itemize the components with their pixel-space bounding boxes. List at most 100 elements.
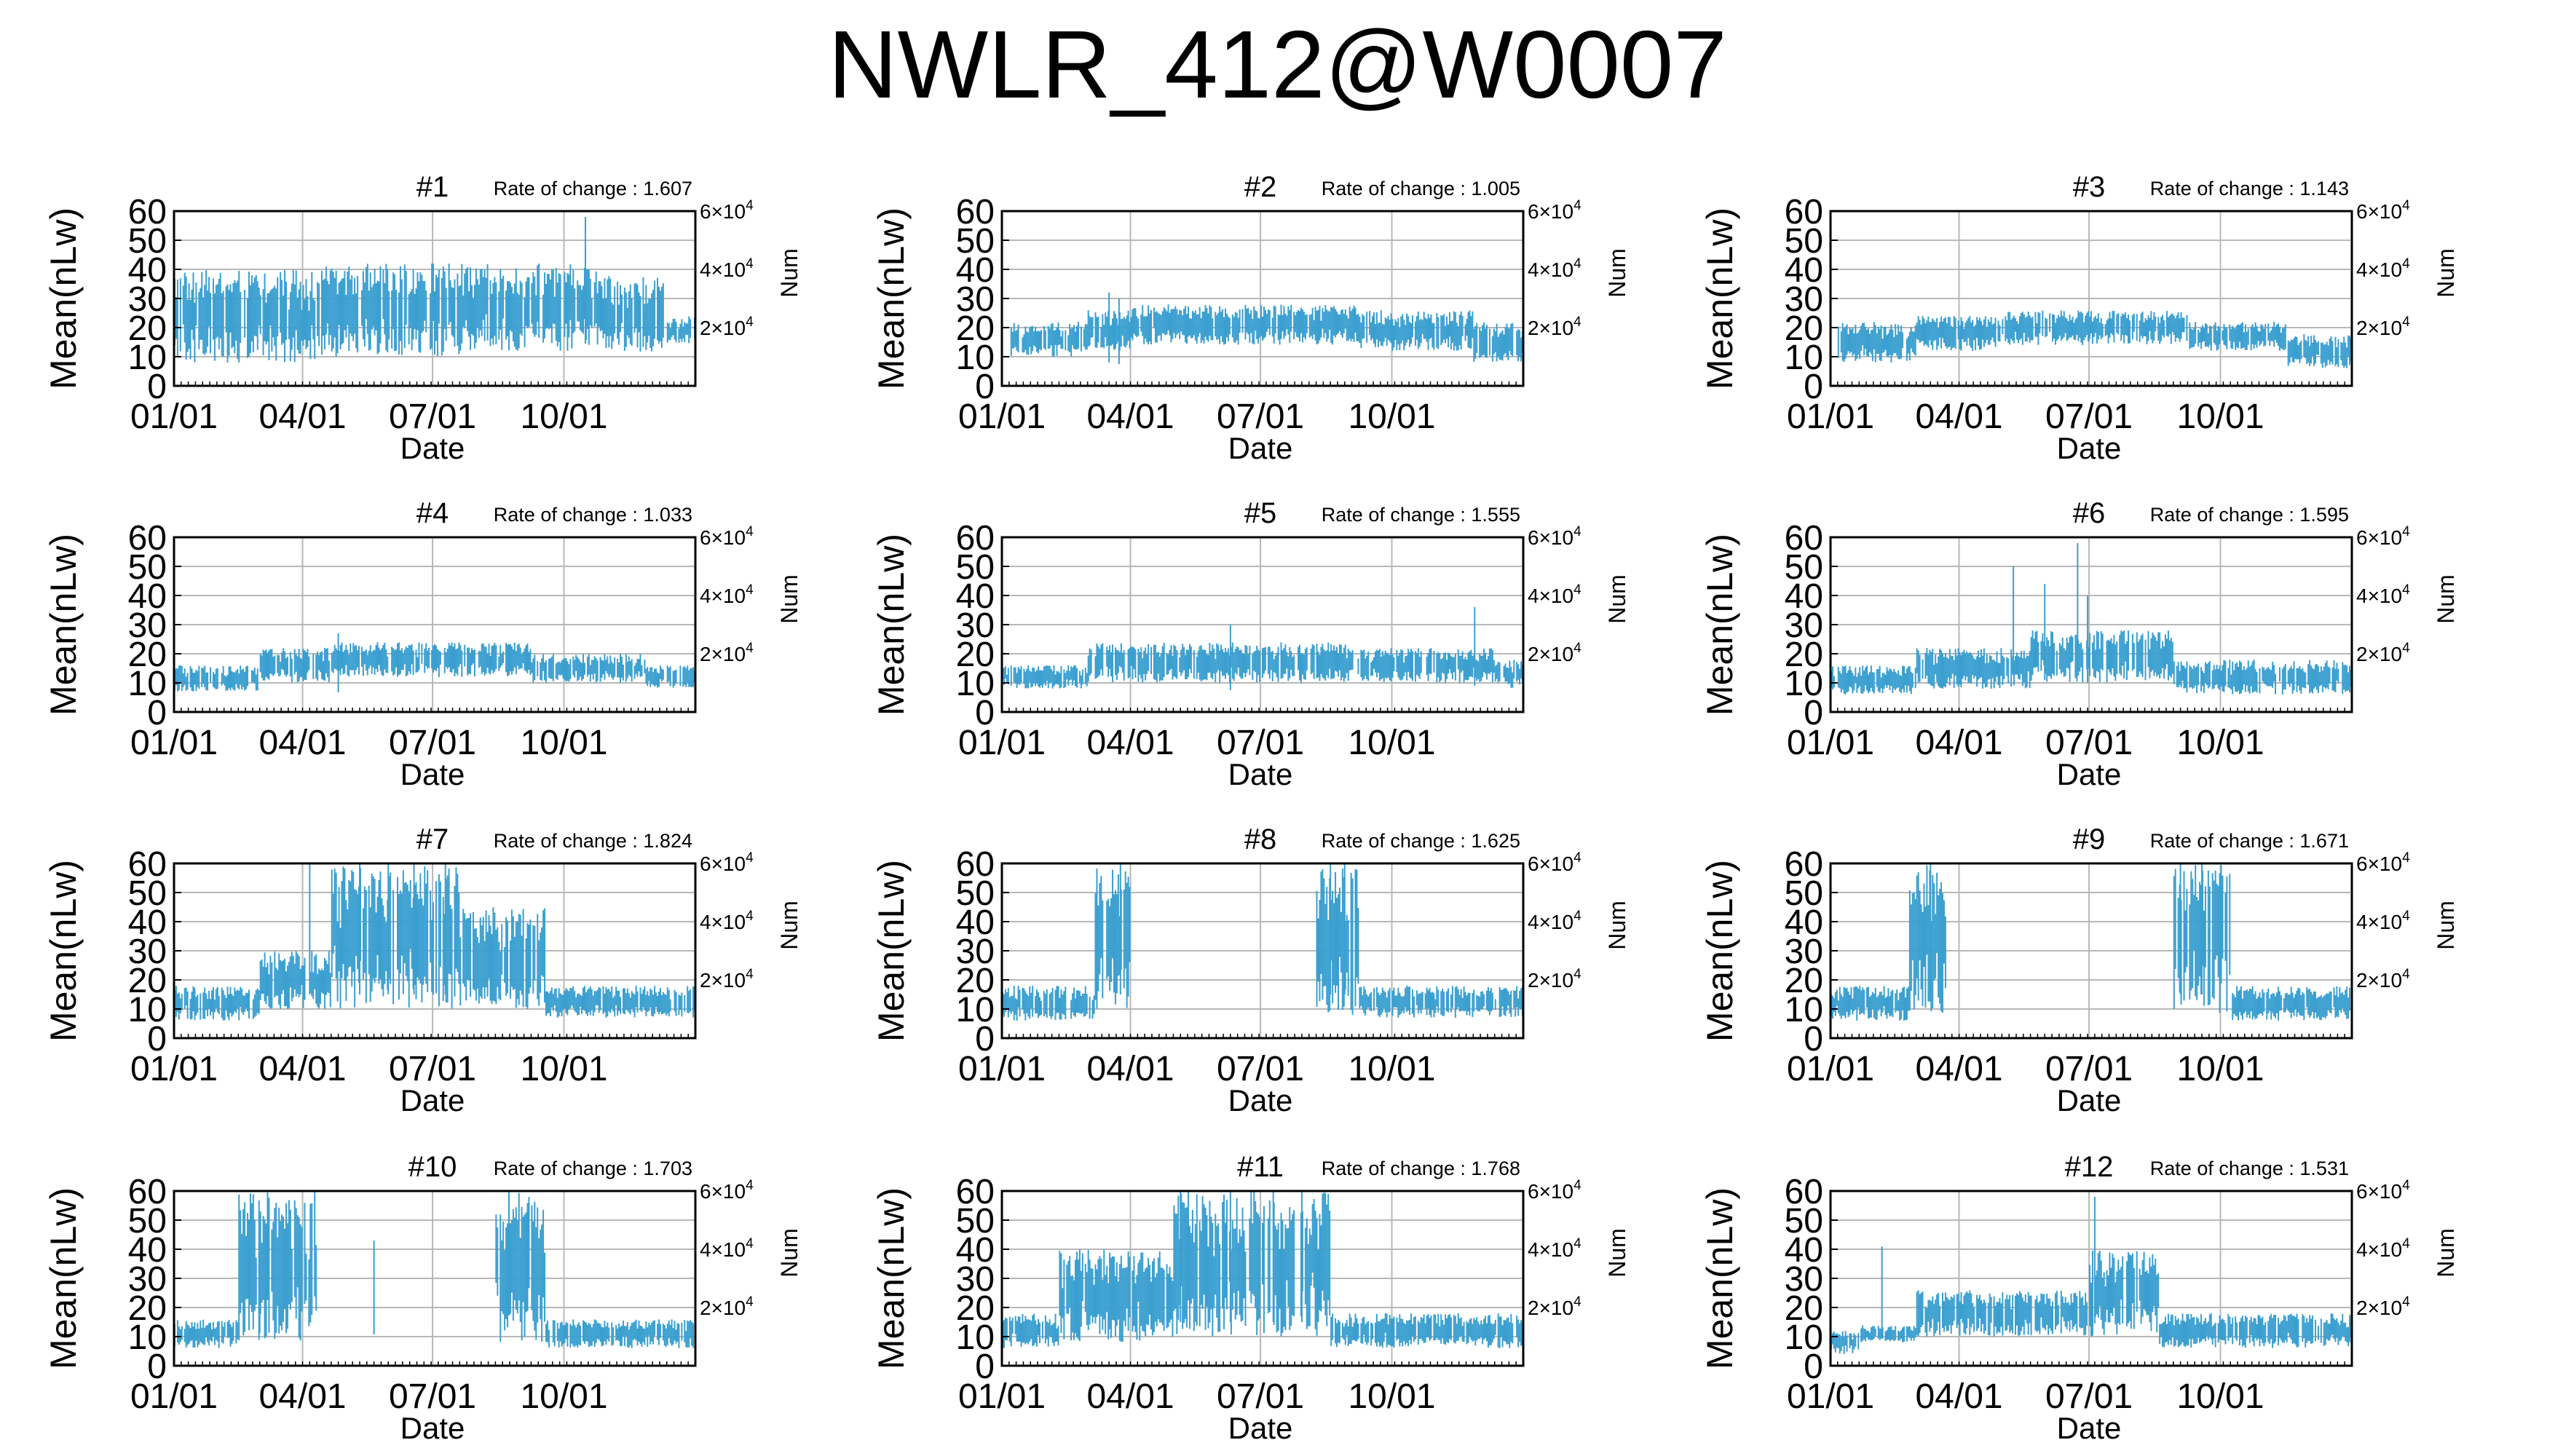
y2-tick-label: 4×104 bbox=[700, 582, 754, 607]
y2-tick-label: 4×104 bbox=[2356, 256, 2410, 281]
x-tick-label: 07/01 bbox=[389, 724, 476, 762]
x-tick-label: 01/01 bbox=[130, 397, 218, 436]
x-tick-label: 10/01 bbox=[1348, 1377, 1435, 1416]
y-tick-label: 20 bbox=[956, 1289, 995, 1328]
y2-tick-label: 2×104 bbox=[2356, 967, 2410, 992]
series-bars bbox=[1001, 1191, 1524, 1348]
y-tick-label: 50 bbox=[1785, 548, 1823, 587]
panel-title: #5 bbox=[1244, 497, 1277, 529]
y-tick-label: 60 bbox=[956, 1173, 995, 1211]
y-tick-label: 50 bbox=[128, 222, 167, 261]
x-tick-label: 07/01 bbox=[2045, 724, 2133, 762]
x-tick-label: 07/01 bbox=[1217, 1377, 1304, 1416]
panel-title: #9 bbox=[2073, 823, 2106, 855]
panel-title: #8 bbox=[1244, 823, 1277, 855]
y-tick-label: 20 bbox=[1785, 636, 1823, 674]
x-tick-label: 04/01 bbox=[1915, 397, 2002, 436]
y-tick-label: 0 bbox=[975, 1348, 995, 1386]
x-tick-label: 04/01 bbox=[1086, 397, 1174, 436]
y2-axis-label: Num bbox=[2433, 901, 2459, 950]
y2-tick-label: 4×104 bbox=[1528, 1236, 1581, 1261]
x-tick-label: 04/01 bbox=[258, 1050, 346, 1088]
x-tick-label: 01/01 bbox=[1787, 397, 1874, 436]
y-tick-label: 0 bbox=[147, 1348, 167, 1386]
y2-axis-label: Num bbox=[776, 901, 802, 950]
y-tick-label: 30 bbox=[128, 933, 167, 971]
x-tick-label: 04/01 bbox=[1086, 724, 1174, 762]
x-tick-label: 07/01 bbox=[389, 1377, 476, 1416]
y-tick-label: 40 bbox=[1785, 903, 1823, 942]
y-tick-label: 0 bbox=[1804, 1020, 1823, 1059]
y2-tick-label: 6×104 bbox=[1528, 524, 1581, 549]
y-tick-label: 10 bbox=[128, 991, 167, 1029]
x-tick-label: 07/01 bbox=[1217, 1050, 1304, 1088]
x-tick-label: 07/01 bbox=[2045, 1377, 2133, 1416]
y-tick-label: 50 bbox=[956, 222, 995, 261]
y2-axis-label: Num bbox=[2433, 248, 2459, 298]
y-tick-label: 60 bbox=[128, 845, 167, 884]
y-tick-label: 40 bbox=[128, 251, 167, 290]
y2-tick-label: 2×104 bbox=[1528, 314, 1581, 339]
series-bars bbox=[1837, 310, 2353, 368]
y-tick-label: 20 bbox=[956, 636, 995, 674]
y-tick-label: 20 bbox=[1785, 1289, 1823, 1328]
y-axis-label: Mean(nLw) bbox=[871, 860, 912, 1042]
y-tick-label: 40 bbox=[956, 577, 995, 616]
x-axis-label: Date bbox=[1228, 1083, 1293, 1117]
series-bars bbox=[1010, 304, 1524, 363]
y-tick-label: 20 bbox=[1785, 309, 1823, 348]
y2-tick-label: 4×104 bbox=[700, 909, 754, 933]
y-tick-label: 40 bbox=[1785, 1231, 1823, 1270]
x-tick-label: 10/01 bbox=[520, 1377, 607, 1416]
x-axis-label: Date bbox=[400, 1411, 465, 1445]
y-tick-label: 10 bbox=[1785, 1318, 1823, 1357]
y-tick-label: 0 bbox=[1804, 694, 1823, 732]
panel-title: #3 bbox=[2073, 171, 2106, 203]
y-axis-label: Mean(nLw) bbox=[1699, 1187, 1740, 1369]
y-tick-label: 0 bbox=[147, 694, 167, 732]
y-tick-label: 60 bbox=[1785, 519, 1823, 558]
y-tick-label: 50 bbox=[128, 1202, 167, 1241]
rate-of-change: Rate of change : 1.703 bbox=[494, 1158, 692, 1179]
y2-tick-label: 6×104 bbox=[2356, 850, 2410, 875]
y-tick-label: 10 bbox=[128, 339, 167, 377]
x-tick-label: 04/01 bbox=[1086, 1377, 1174, 1416]
y-tick-label: 40 bbox=[128, 903, 167, 942]
x-tick-label: 10/01 bbox=[1348, 397, 1435, 436]
y-tick-label: 0 bbox=[147, 368, 167, 406]
y2-tick-label: 6×104 bbox=[1528, 198, 1581, 223]
rate-of-change: Rate of change : 1.531 bbox=[2150, 1158, 2349, 1179]
x-tick-label: 01/01 bbox=[1787, 1377, 1874, 1416]
x-axis-label: Date bbox=[2057, 757, 2122, 791]
y-tick-label: 50 bbox=[956, 548, 995, 587]
y-tick-label: 20 bbox=[956, 309, 995, 348]
y-tick-label: 60 bbox=[956, 845, 995, 884]
y2-axis-label: Num bbox=[1604, 1228, 1630, 1278]
y2-tick-label: 4×104 bbox=[2356, 909, 2410, 933]
rate-of-change: Rate of change : 1.005 bbox=[1322, 178, 1520, 199]
y-tick-label: 40 bbox=[128, 577, 167, 616]
y-tick-label: 50 bbox=[956, 1202, 995, 1241]
x-tick-label: 07/01 bbox=[389, 397, 476, 436]
x-tick-label: 07/01 bbox=[1217, 397, 1304, 436]
y-tick-label: 60 bbox=[128, 193, 167, 232]
rate-of-change: Rate of change : 1.768 bbox=[1322, 1158, 1520, 1179]
x-axis-label: Date bbox=[400, 431, 465, 465]
series-bars bbox=[173, 264, 696, 363]
y-axis-label: Mean(nLw) bbox=[43, 207, 84, 389]
series-bars bbox=[1001, 869, 1524, 1021]
y-tick-label: 10 bbox=[956, 1318, 995, 1357]
y-tick-label: 0 bbox=[1804, 1348, 1823, 1386]
y-tick-label: 50 bbox=[1785, 874, 1823, 913]
x-tick-label: 04/01 bbox=[1915, 1377, 2002, 1416]
y-tick-label: 0 bbox=[975, 694, 995, 732]
rate-of-change: Rate of change : 1.143 bbox=[2150, 178, 2349, 199]
panel-title: #11 bbox=[1237, 1151, 1284, 1183]
y-tick-label: 60 bbox=[128, 519, 167, 558]
series-bars bbox=[1830, 1250, 2353, 1354]
